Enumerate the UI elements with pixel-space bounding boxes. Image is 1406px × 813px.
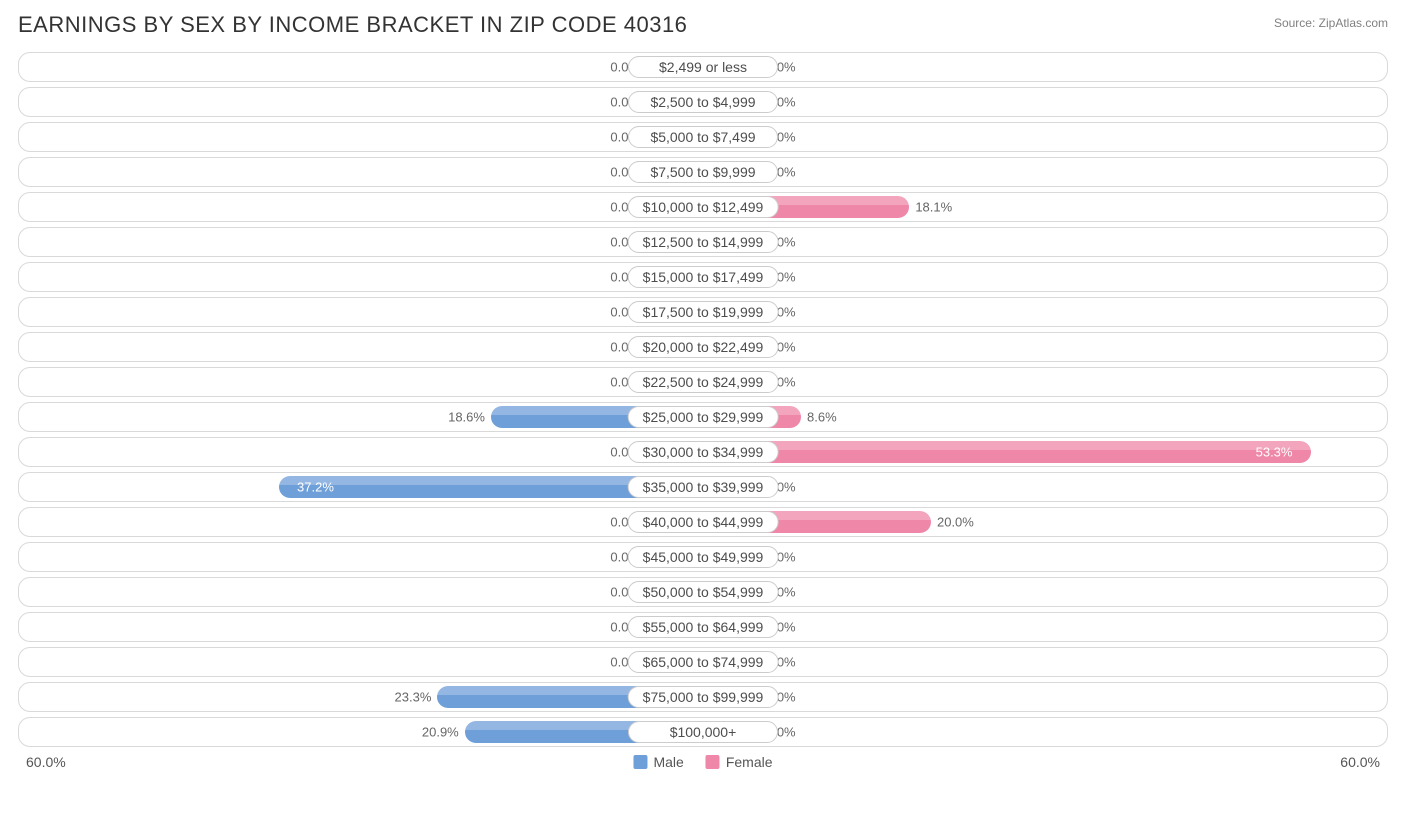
bracket-label: $2,500 to $4,999 (628, 91, 778, 113)
bracket-label: $2,499 or less (628, 56, 778, 78)
legend-female-label: Female (726, 754, 773, 770)
male-pct-label: 18.6% (448, 410, 485, 425)
bracket-label: $12,500 to $14,999 (628, 231, 779, 253)
chart-row: 0.0%0.0%$65,000 to $74,999 (18, 647, 1388, 677)
chart-row: 0.0%0.0%$2,500 to $4,999 (18, 87, 1388, 117)
axis-row: 60.0% Male Female 60.0% (18, 752, 1388, 770)
bracket-label: $55,000 to $64,999 (628, 616, 779, 638)
bracket-label: $25,000 to $29,999 (628, 406, 779, 428)
chart-row: 0.0%0.0%$55,000 to $64,999 (18, 612, 1388, 642)
bracket-label: $7,500 to $9,999 (628, 161, 778, 183)
bracket-label: $22,500 to $24,999 (628, 371, 779, 393)
male-swatch-icon (633, 755, 647, 769)
chart-row: 0.0%0.0%$45,000 to $49,999 (18, 542, 1388, 572)
chart-row: 0.0%0.0%$7,500 to $9,999 (18, 157, 1388, 187)
chart-body: 0.0%0.0%$2,499 or less 0.0%0.0%$2,500 to … (18, 52, 1388, 747)
bracket-label: $40,000 to $44,999 (628, 511, 779, 533)
chart-row: 0.0%0.0%$5,000 to $7,499 (18, 122, 1388, 152)
bracket-label: $15,000 to $17,499 (628, 266, 779, 288)
legend: Male Female (633, 754, 772, 770)
bracket-label: $50,000 to $54,999 (628, 581, 779, 603)
female-pct-label: 20.0% (937, 515, 974, 530)
chart-row: 0.0%0.0%$12,500 to $14,999 (18, 227, 1388, 257)
chart-row: 0.0%53.3%$30,000 to $34,999 (18, 437, 1388, 467)
chart-row: 37.2%0.0%$35,000 to $39,999 (18, 472, 1388, 502)
chart-row: 0.0%0.0%$15,000 to $17,499 (18, 262, 1388, 292)
chart-row: 0.0%0.0%$50,000 to $54,999 (18, 577, 1388, 607)
bracket-label: $75,000 to $99,999 (628, 686, 779, 708)
chart-source: Source: ZipAtlas.com (1274, 16, 1388, 30)
axis-left-label: 60.0% (26, 754, 66, 770)
male-pct-label: 37.2% (297, 480, 334, 495)
bracket-label: $100,000+ (628, 721, 778, 743)
bracket-label: $35,000 to $39,999 (628, 476, 779, 498)
chart-row: 0.0%0.0%$20,000 to $22,499 (18, 332, 1388, 362)
bracket-label: $10,000 to $12,499 (628, 196, 779, 218)
legend-male-label: Male (653, 754, 683, 770)
male-pct-label: 23.3% (395, 690, 432, 705)
female-pct-label: 53.3% (1256, 445, 1293, 460)
chart-row: 0.0%0.0%$2,499 or less (18, 52, 1388, 82)
chart-row: 23.3%0.0%$75,000 to $99,999 (18, 682, 1388, 712)
chart-row: 18.6% 8.6% $25,000 to $29,999 (18, 402, 1388, 432)
female-pct-label: 18.1% (915, 200, 952, 215)
legend-male: Male (633, 754, 683, 770)
bracket-label: $45,000 to $49,999 (628, 546, 779, 568)
bracket-label: $17,500 to $19,999 (628, 301, 779, 323)
female-pct-label: 8.6% (807, 410, 837, 425)
chart-row: 0.0%0.0%$22,500 to $24,999 (18, 367, 1388, 397)
bracket-label: $5,000 to $7,499 (628, 126, 778, 148)
axis-right-label: 60.0% (1340, 754, 1380, 770)
chart-title: EARNINGS BY SEX BY INCOME BRACKET IN ZIP… (18, 12, 687, 38)
chart-row: 0.0%0.0%$17,500 to $19,999 (18, 297, 1388, 327)
male-pct-label: 20.9% (422, 725, 459, 740)
bracket-label: $30,000 to $34,999 (628, 441, 779, 463)
chart-row: 0.0%18.1%$10,000 to $12,499 (18, 192, 1388, 222)
female-swatch-icon (706, 755, 720, 769)
female-bar (703, 441, 1311, 463)
bracket-label: $65,000 to $74,999 (628, 651, 779, 673)
legend-female: Female (706, 754, 773, 770)
chart-row: 20.9%0.0%$100,000+ (18, 717, 1388, 747)
chart-row: 0.0%20.0%$40,000 to $44,999 (18, 507, 1388, 537)
chart-header: EARNINGS BY SEX BY INCOME BRACKET IN ZIP… (18, 12, 1388, 38)
bracket-label: $20,000 to $22,499 (628, 336, 779, 358)
